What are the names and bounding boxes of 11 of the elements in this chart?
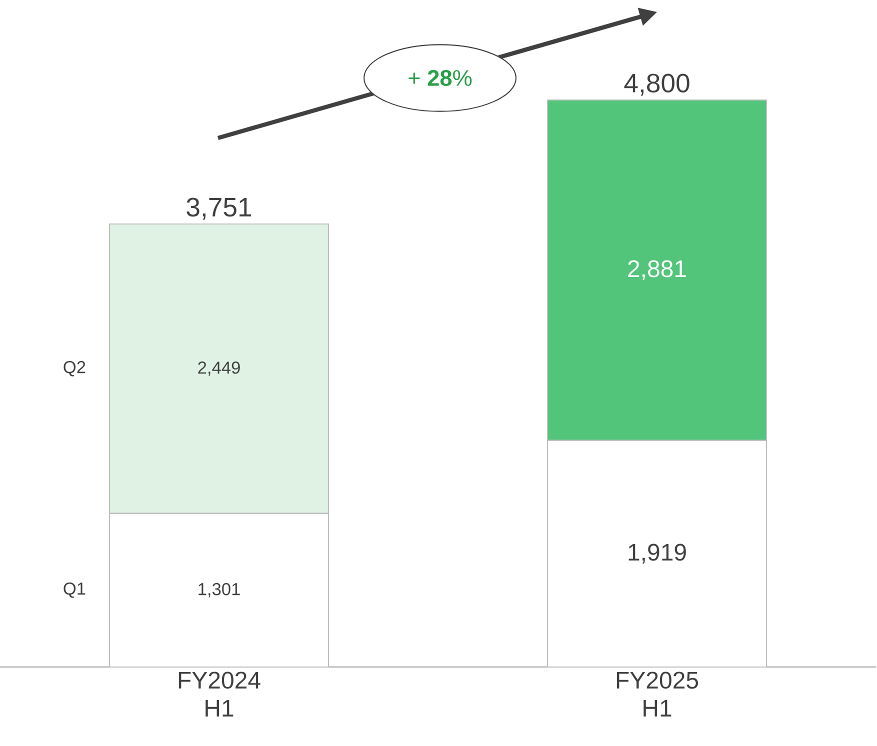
- total-label: 3,751: [186, 198, 252, 220]
- total-label: 4,800: [624, 74, 690, 96]
- series-label: Q1: [64, 582, 86, 598]
- series-label: Q2: [64, 360, 86, 376]
- x-tick-label: FY2025 H1: [616, 672, 698, 716]
- data-label: 2,881: [628, 260, 686, 280]
- data-label: 1,301: [198, 582, 240, 598]
- data-label: 1,919: [628, 544, 686, 564]
- x-tick-label: FY2024 H1: [178, 672, 260, 716]
- text: + 28%: [408, 70, 472, 86]
- data-label: 2,449: [198, 362, 240, 376]
